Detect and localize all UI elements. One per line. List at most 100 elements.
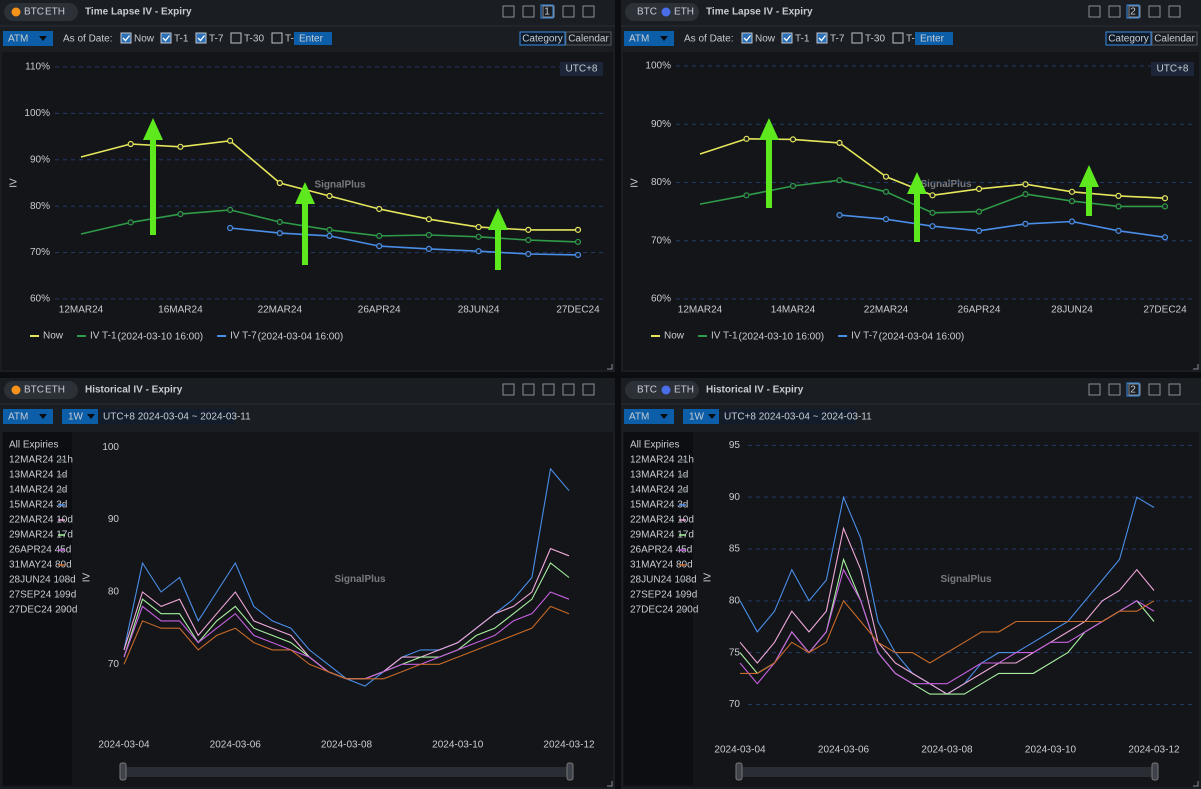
selector-box[interactable] <box>3 31 53 46</box>
legend-entry[interactable]: IV T-1 <box>90 331 117 342</box>
checkbox[interactable] <box>195 32 207 44</box>
checkbox[interactable] <box>892 32 904 44</box>
panel-icon[interactable] <box>1108 5 1121 18</box>
panel-icon[interactable] <box>1148 383 1161 396</box>
period-box[interactable] <box>683 409 719 424</box>
panel-icon[interactable] <box>1088 383 1101 396</box>
checkbox[interactable] <box>781 32 793 44</box>
legend-entry[interactable]: 27DEC24 290d <box>9 605 77 616</box>
view-button[interactable] <box>1151 31 1198 46</box>
panel-icon[interactable] <box>562 5 575 18</box>
legend-entry[interactable]: 31MAY24 80d <box>630 560 693 571</box>
legend-entry[interactable]: IV T-1 <box>711 331 738 342</box>
legend-entry[interactable]: 14MAR24 2d <box>630 485 688 496</box>
checkbox[interactable] <box>271 32 283 44</box>
legend-title[interactable]: All Expiries <box>630 440 679 451</box>
range-slider-handle[interactable] <box>1151 762 1159 781</box>
checkbox[interactable] <box>120 32 132 44</box>
asset-tab[interactable]: BTC <box>637 7 657 18</box>
data-point <box>1068 198 1076 205</box>
panel-icon[interactable] <box>562 383 575 396</box>
selector-box[interactable] <box>624 409 674 424</box>
selector-box[interactable] <box>3 409 53 424</box>
panel-icon[interactable] <box>1088 5 1101 18</box>
range-slider-handle[interactable] <box>119 762 127 781</box>
view-button[interactable] <box>1105 31 1152 46</box>
legend-entry[interactable]: 22MAR24 10d <box>9 515 73 526</box>
panel-icon[interactable] <box>1128 383 1141 396</box>
panel-icon[interactable] <box>522 5 535 18</box>
period-box[interactable] <box>62 409 98 424</box>
panel-icon[interactable] <box>1128 5 1141 18</box>
legend-entry[interactable]: 13MAR24 1d <box>630 470 688 481</box>
legend-entry[interactable]: 31MAY24 80d <box>9 560 72 571</box>
legend-entry[interactable]: 13MAR24 1d <box>9 470 67 481</box>
panel-icon[interactable] <box>582 383 595 396</box>
asset-tab[interactable]: ETH <box>674 385 694 396</box>
panel-icon[interactable] <box>1168 383 1181 396</box>
legend-entry[interactable]: 12MAR24 21h <box>9 455 73 466</box>
selector-box[interactable] <box>624 31 674 46</box>
legend-entry[interactable]: 27DEC24 290d <box>630 605 698 616</box>
highlight-arrow <box>488 208 508 270</box>
checkbox[interactable] <box>230 32 242 44</box>
data-point <box>1022 181 1029 188</box>
panel-icon[interactable] <box>502 5 515 18</box>
asset-tab[interactable]: ETH <box>674 7 694 18</box>
legend-entry[interactable]: 28JUN24 108d <box>630 575 697 586</box>
asset-tab[interactable]: ETH <box>45 385 65 396</box>
legend-entry[interactable]: 29MAR24 17d <box>9 530 73 541</box>
checkbox[interactable] <box>160 32 172 44</box>
checkmark <box>162 35 171 42</box>
panel-icon[interactable] <box>522 383 535 396</box>
legend-entry[interactable]: IV T-7 <box>851 331 878 342</box>
legend-entry[interactable]: Now <box>664 331 685 342</box>
legend-entry[interactable]: 29MAR24 17d <box>630 530 694 541</box>
asset-tab[interactable]: BTC <box>24 385 44 396</box>
legend-entry[interactable]: 28JUN24 108d <box>9 575 76 586</box>
legend-entry[interactable]: 15MAR24 3d <box>9 500 67 511</box>
x-tick-label: 27DEC24 <box>556 305 600 316</box>
view-button[interactable] <box>519 31 566 46</box>
range-slider-handle[interactable] <box>566 762 574 781</box>
asset-tab[interactable]: BTC <box>24 7 44 18</box>
checkbox[interactable] <box>741 32 753 44</box>
legend-entry[interactable]: 26APR24 45d <box>630 545 692 556</box>
panel-icon[interactable] <box>1168 5 1181 18</box>
legend-entry[interactable]: 15MAR24 3d <box>630 500 688 511</box>
asset-tabs <box>4 3 78 21</box>
asset-tab[interactable]: BTC <box>637 385 657 396</box>
legend-entry[interactable]: Now <box>43 331 64 342</box>
days-input[interactable] <box>294 32 332 45</box>
days-input[interactable] <box>915 32 953 45</box>
range-slider-track[interactable] <box>122 767 571 777</box>
checkbox[interactable] <box>851 32 863 44</box>
data-point <box>743 192 750 199</box>
y-tick-label: 90% <box>30 154 50 165</box>
range-slider-handle[interactable] <box>735 762 743 781</box>
legend-entry[interactable]: 14MAR24 2d <box>9 485 67 496</box>
range-box[interactable] <box>100 409 235 424</box>
range-slider-track[interactable] <box>738 767 1156 777</box>
data-point <box>574 238 582 246</box>
range-box[interactable] <box>721 409 856 424</box>
view-button[interactable] <box>565 31 612 46</box>
legend-entry[interactable]: 12MAR24 21h <box>630 455 694 466</box>
legend-entry[interactable]: 27SEP24 199d <box>9 590 76 601</box>
asset-icon <box>661 385 671 395</box>
y-tick-label: 60% <box>651 294 671 305</box>
panel-icon[interactable] <box>502 383 515 396</box>
legend-entry[interactable]: 26APR24 45d <box>9 545 71 556</box>
legend-entry[interactable]: 27SEP24 199d <box>630 590 697 601</box>
panel-icon[interactable] <box>542 5 555 18</box>
panel-icon[interactable] <box>1148 5 1161 18</box>
asset-tab[interactable]: ETH <box>45 7 65 18</box>
panel-icon[interactable] <box>582 5 595 18</box>
checkbox[interactable] <box>816 32 828 44</box>
legend-title[interactable]: All Expiries <box>9 440 58 451</box>
legend-entry[interactable]: IV T-7 <box>230 331 257 342</box>
legend-entry[interactable]: 22MAR24 10d <box>630 515 694 526</box>
panel-icon[interactable] <box>1108 383 1121 396</box>
panel-icon[interactable] <box>542 383 555 396</box>
